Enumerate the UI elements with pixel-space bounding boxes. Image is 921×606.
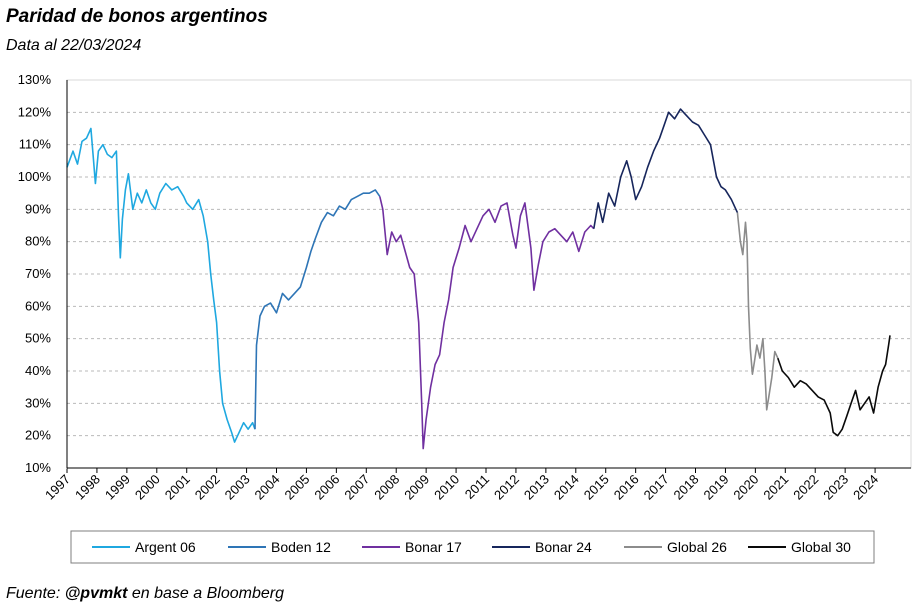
x-tick-label: 2023 <box>820 472 851 503</box>
x-tick-label: 2018 <box>671 472 702 503</box>
chart-title: Paridad de bonos argentinos <box>6 6 268 27</box>
y-tick-label: 10% <box>25 460 51 475</box>
x-tick-label: 2013 <box>521 472 552 503</box>
y-tick-label: 30% <box>25 395 51 410</box>
x-tick-label: 2016 <box>611 472 642 503</box>
x-tick-label: 2020 <box>730 472 761 503</box>
y-tick-label: 50% <box>25 331 51 346</box>
x-tick-label: 2009 <box>401 472 432 503</box>
x-tick-label: 2007 <box>341 472 372 503</box>
series-lines <box>66 108 891 450</box>
axes <box>66 79 912 469</box>
x-tick-label: 2022 <box>790 472 821 503</box>
x-tick-label: 2017 <box>641 472 672 503</box>
x-tick-label: 2024 <box>850 472 881 503</box>
x-tick-label: 2000 <box>132 472 163 503</box>
x-tick-label: 1997 <box>42 472 73 503</box>
legend-label: Global 26 <box>667 539 727 555</box>
x-tick-label: 2001 <box>162 472 193 503</box>
y-tick-label: 90% <box>25 201 51 216</box>
y-tick-label: 70% <box>25 266 51 281</box>
y-tick-label: 120% <box>18 104 52 119</box>
x-tick-label: 2014 <box>551 472 582 503</box>
y-tick-label: 60% <box>25 298 51 313</box>
y-tick-label: 110% <box>19 137 52 152</box>
x-tick-label: 2002 <box>192 472 223 503</box>
x-axis-ticks: 1997199819992000200120022003200420052006… <box>42 468 881 503</box>
series-line-global-30 <box>777 335 891 437</box>
y-axis-ticks: 10% 20% 30% 40% 50% 60% 70% 80% 90% 100% 110% 120% 1… <box>18 72 52 475</box>
legend-label: Bonar 17 <box>405 539 462 555</box>
x-tick-label: 2004 <box>252 472 283 503</box>
y-tick-label: 130% <box>18 72 52 87</box>
series-line-argent-06 <box>66 127 256 443</box>
x-tick-label: 2005 <box>281 472 312 503</box>
series-line-boden-12 <box>254 189 381 430</box>
y-tick-label: 40% <box>25 363 51 378</box>
x-tick-label: 2019 <box>701 472 732 503</box>
x-tick-label: 1999 <box>102 472 133 503</box>
x-tick-label: 2006 <box>311 472 342 503</box>
chart-subtitle: Data al 22/03/2024 <box>6 37 142 54</box>
x-tick-label: 2003 <box>222 472 253 503</box>
y-tick-label: 20% <box>25 428 51 443</box>
legend-label: Boden 12 <box>271 539 331 555</box>
legend-label: Argent 06 <box>135 539 196 555</box>
x-tick-label: 2010 <box>431 472 462 503</box>
legend-label: Bonar 24 <box>535 539 592 555</box>
grid-lines <box>67 79 911 437</box>
x-tick-label: 1998 <box>72 472 103 503</box>
x-tick-label: 2012 <box>491 472 522 503</box>
x-tick-label: 2021 <box>760 472 791 503</box>
series-line-bonar-24 <box>593 108 739 229</box>
source-handle: @pvmkt <box>64 585 128 602</box>
series-line-global-26 <box>736 212 779 411</box>
x-tick-label: 2011 <box>462 472 492 502</box>
x-tick-label: 2008 <box>371 472 402 503</box>
legend-label: Global 30 <box>791 539 851 555</box>
source-suffix: en base a Bloomberg <box>127 585 284 602</box>
series-line-bonar-17 <box>379 196 595 450</box>
source-prefix: Fuente: <box>6 585 65 602</box>
y-tick-label: 80% <box>25 234 51 249</box>
legend: Argent 06 Boden 12 Bonar 17 Bonar 24 Global … <box>70 530 875 564</box>
legend-box <box>70 530 875 564</box>
x-tick-label: 2015 <box>581 472 612 503</box>
source-note: Fuente: @pvmkt en base a Bloomberg <box>6 585 284 603</box>
y-tick-label: 100% <box>18 169 52 184</box>
